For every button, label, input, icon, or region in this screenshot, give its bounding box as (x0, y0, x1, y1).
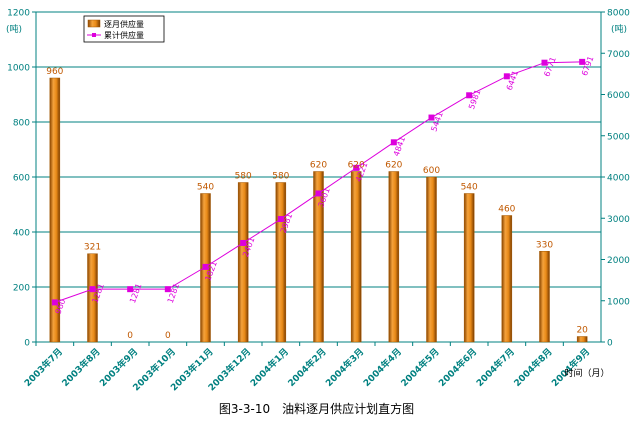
bar-value-label: 600 (423, 166, 440, 176)
x-tick-label: 2004年8月 (511, 346, 554, 389)
bar-value-label: 620 (310, 161, 327, 171)
y-left-tick-label: 800 (13, 119, 30, 129)
line-point (315, 190, 322, 197)
line-point (127, 286, 134, 293)
x-tick-label: 2004年9月 (549, 346, 592, 389)
x-tick-label: 2004年1月 (248, 346, 291, 389)
bar (275, 182, 287, 343)
y-right-tick-label: 5000 (607, 132, 630, 142)
bar-value-label: 620 (385, 161, 402, 171)
bar-value-label: 540 (197, 183, 214, 193)
legend-line-marker (92, 33, 96, 37)
legend-line-label: 累计供应量 (104, 30, 144, 40)
x-tick-label: 2003年7月 (22, 346, 65, 389)
y-right-axis-label: (吨) (611, 23, 627, 35)
line-point (466, 92, 473, 99)
bar-value-label: 0 (165, 331, 171, 341)
bar (49, 77, 61, 343)
figure-caption: 图3-3-10 油料逐月供应计划直方图 (218, 402, 415, 416)
bar-value-label: 620 (348, 161, 365, 171)
bar (237, 182, 249, 343)
bar (313, 171, 324, 343)
bar-value-label: 20 (576, 326, 588, 336)
line-value-label: 6441 (505, 69, 520, 91)
bar (388, 171, 400, 343)
x-tick-label: 2004年2月 (285, 346, 328, 389)
bar-value-label: 540 (461, 183, 478, 193)
y-right-tick-label: 4000 (607, 174, 630, 184)
x-tick-label: 2004年4月 (361, 346, 404, 389)
y-right-tick-label: 7000 (607, 50, 630, 60)
line-point (541, 59, 548, 66)
x-axis-label: 时间（月） (564, 367, 609, 379)
legend-bar-label: 逐月供应量 (104, 19, 144, 29)
x-tick-label: 2004年7月 (474, 346, 517, 389)
legend-bar-swatch (87, 19, 101, 28)
line-value-label: 5981 (467, 88, 482, 110)
x-tick-label: 2003年9月 (97, 346, 140, 389)
bar-value-label: 330 (536, 240, 553, 250)
y-right-tick-label: 1000 (607, 297, 630, 307)
bar-value-label: 321 (84, 243, 101, 253)
y-right-tick-label: 6000 (607, 91, 630, 101)
bar-value-label: 580 (235, 172, 252, 182)
x-tick-label: 2004年3月 (323, 346, 366, 389)
y-right-tick-label: 0 (607, 339, 613, 349)
line-value-label: 6791 (580, 55, 595, 77)
bar-value-label: 960 (46, 67, 63, 77)
bar-value-label: 0 (127, 331, 133, 341)
bar (501, 215, 513, 343)
bar (426, 176, 437, 343)
bar-value-label: 580 (272, 172, 289, 182)
y-left-tick-label: 600 (13, 174, 30, 184)
line-point (240, 239, 247, 246)
line-point (164, 286, 171, 293)
line-value-label: 1281 (128, 282, 143, 304)
line-value-label: 1281 (166, 282, 181, 304)
x-tick-label: 2004年6月 (436, 346, 479, 389)
line-value-label: 4841 (392, 135, 407, 157)
y-left-tick-label: 1000 (7, 64, 30, 74)
line-point (579, 58, 586, 65)
bar (87, 253, 98, 343)
y-left-tick-label: 0 (24, 339, 30, 349)
x-tick-label: 2003年8月 (59, 346, 102, 389)
line-point (89, 286, 96, 293)
bar (350, 171, 362, 343)
bar-value-label: 460 (498, 205, 515, 215)
x-tick-label: 2004年5月 (398, 346, 441, 389)
line-series (51, 58, 586, 306)
line-point (277, 216, 284, 223)
y-left-axis-label: (吨) (6, 23, 22, 35)
bar (463, 193, 475, 343)
line-point (428, 114, 435, 121)
y-right-tick-label: 3000 (607, 215, 630, 225)
line-point (51, 299, 58, 306)
y-left-tick-label: 400 (13, 229, 30, 239)
line-point (202, 263, 209, 270)
y-left-tick-label: 200 (13, 284, 30, 294)
y-right-tick-label: 8000 (607, 9, 630, 19)
line-point (390, 139, 397, 146)
line-point (503, 73, 510, 80)
y-left-tick-label: 1200 (7, 9, 30, 19)
bar (539, 251, 550, 343)
line-point (353, 164, 360, 171)
bar (576, 336, 588, 343)
y-right-tick-label: 2000 (607, 256, 630, 266)
